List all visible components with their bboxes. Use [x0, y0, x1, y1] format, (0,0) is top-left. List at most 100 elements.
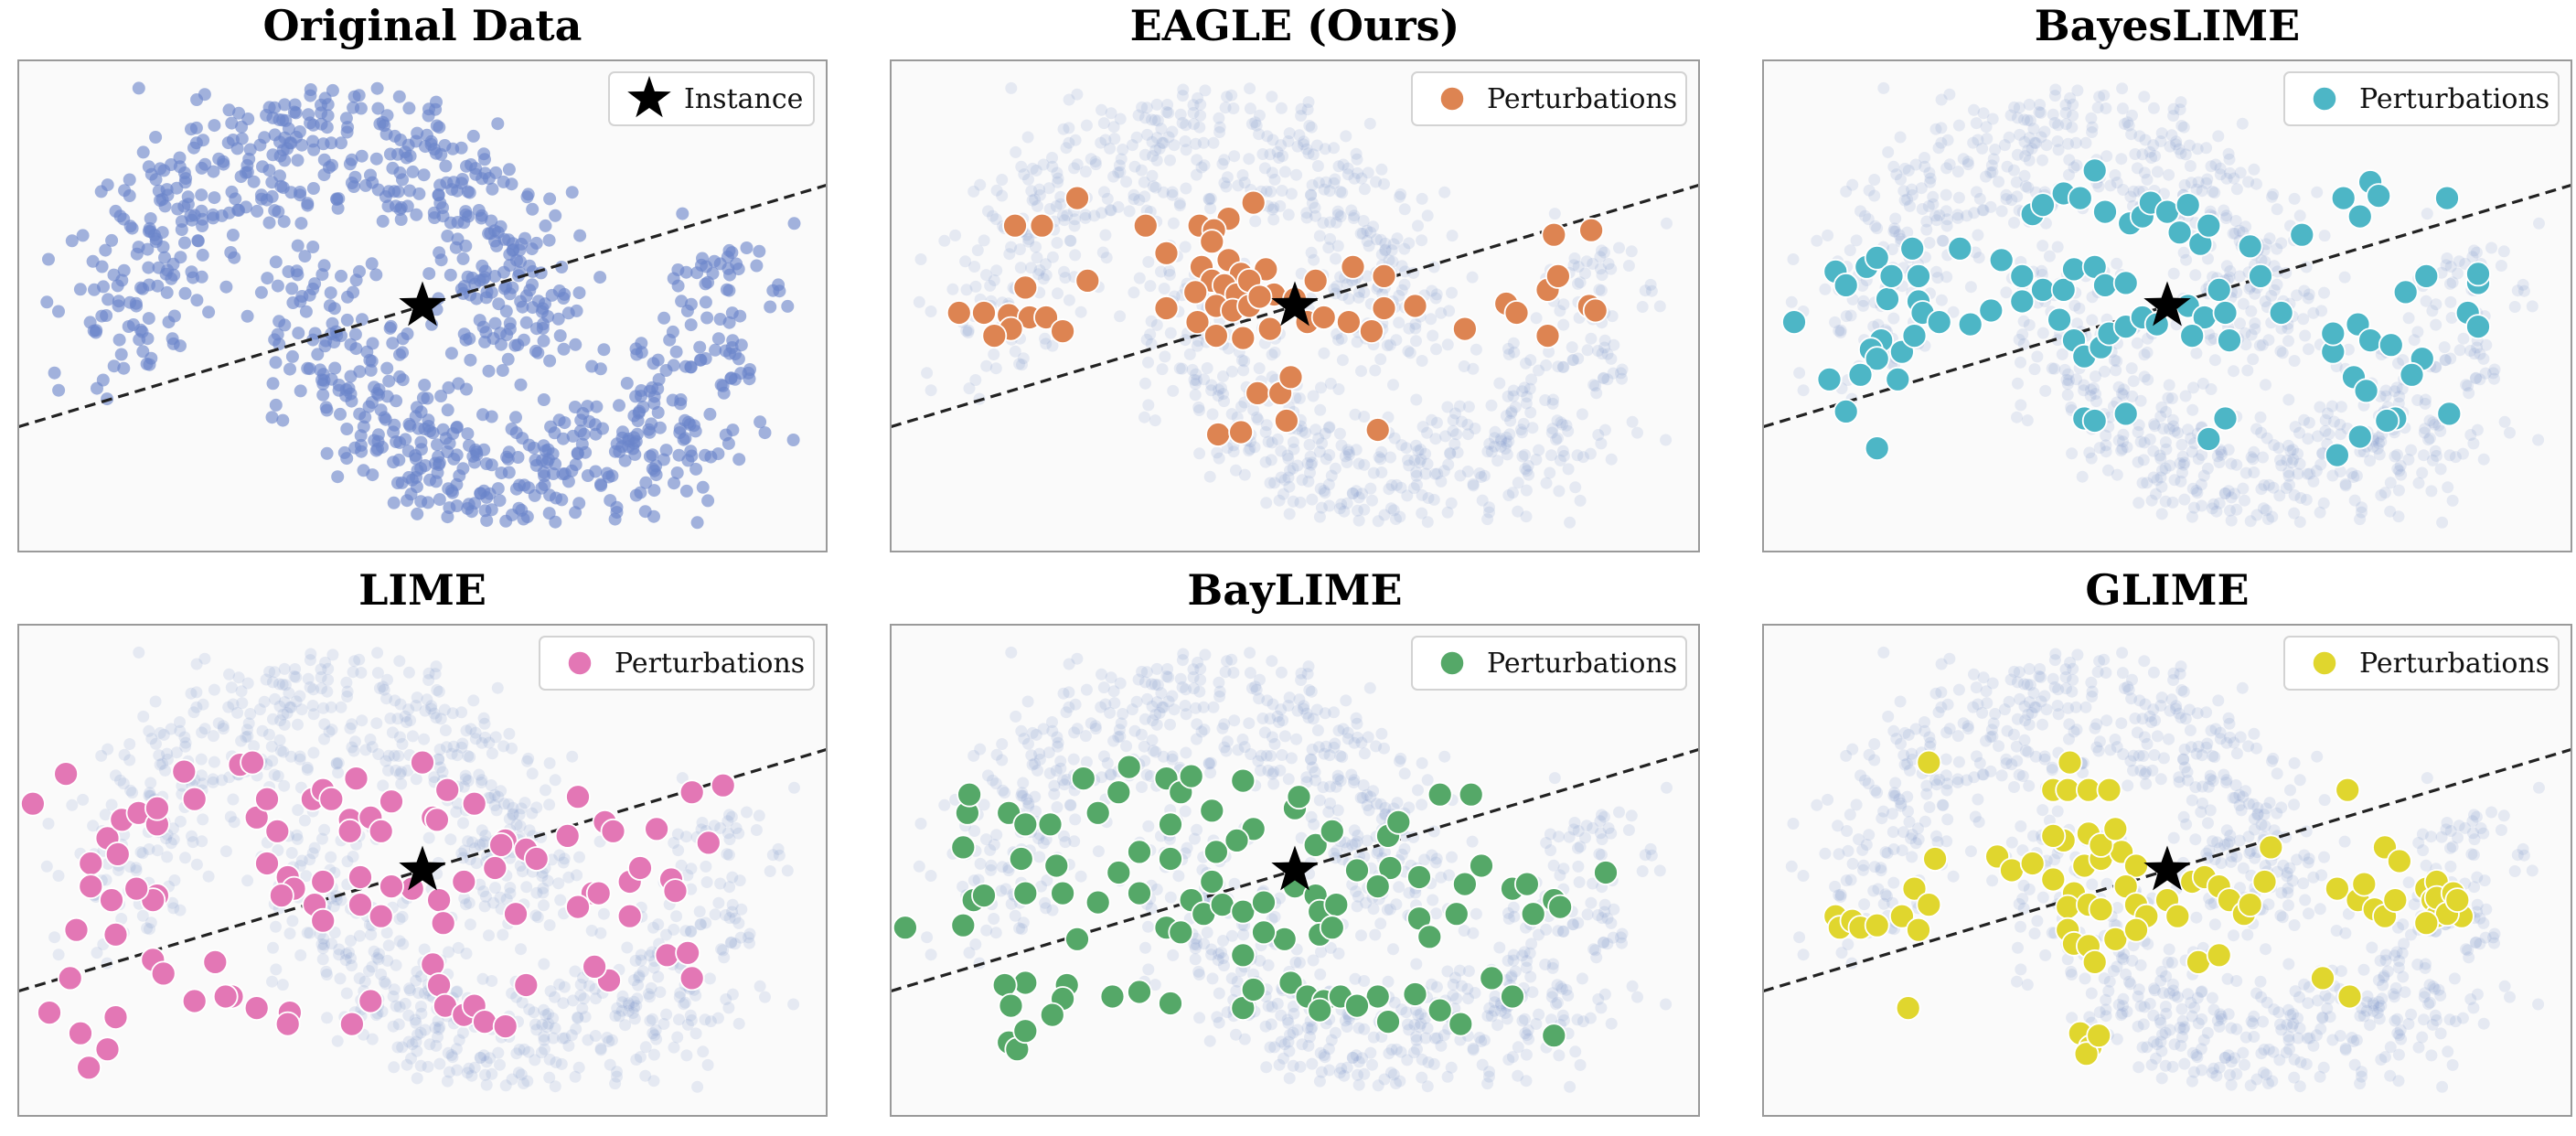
- data-point: [331, 201, 345, 215]
- data-point: [380, 692, 393, 705]
- data-point: [1347, 212, 1360, 224]
- data-point: [2318, 230, 2331, 242]
- data-point: [1349, 838, 1362, 851]
- data-point: [2396, 382, 2409, 395]
- data-point: [423, 1038, 436, 1051]
- data-point: [1225, 408, 1238, 421]
- data-point: [228, 816, 240, 829]
- data-point: [2023, 318, 2036, 331]
- data-point: [52, 948, 65, 961]
- data-point: [2441, 252, 2453, 264]
- data-point: [1319, 427, 1331, 440]
- data-point: [1016, 359, 1028, 371]
- data-point: [195, 204, 208, 218]
- data-point: [1271, 145, 1284, 158]
- data-point: [355, 667, 368, 679]
- data-point: [433, 493, 446, 507]
- data-point: [1593, 284, 1606, 296]
- data-point: [343, 946, 355, 959]
- data-point: [320, 446, 334, 460]
- data-point: [2323, 428, 2336, 441]
- data-point: [2303, 288, 2315, 301]
- data-point: [410, 480, 423, 494]
- data-point: [291, 829, 304, 841]
- data-point: [2109, 169, 2122, 181]
- data-point: [334, 407, 347, 421]
- data-point: [574, 989, 587, 1002]
- data-point: [627, 409, 641, 423]
- data-point: [2104, 179, 2117, 192]
- data-point: [1153, 707, 1166, 719]
- data-point: [475, 1052, 486, 1064]
- data-point: [95, 749, 108, 762]
- data-point: [495, 785, 508, 798]
- data-point: [1183, 348, 1196, 360]
- data-point: [1421, 426, 1433, 439]
- data-point: [105, 798, 118, 811]
- perturbation-point: [1452, 316, 1478, 342]
- data-point: [609, 1077, 622, 1090]
- perturbation-point: [1132, 212, 1159, 239]
- data-point: [2214, 168, 2227, 181]
- data-point: [2218, 204, 2230, 217]
- data-point: [1941, 134, 1954, 146]
- data-point: [1366, 494, 1378, 507]
- data-point: [236, 697, 249, 710]
- data-point: [2224, 265, 2237, 277]
- data-point: [1539, 959, 1552, 970]
- legend-label: Perturbations: [2359, 83, 2549, 115]
- data-point: [2299, 329, 2312, 342]
- data-point: [1512, 505, 1524, 518]
- data-point: [207, 211, 219, 225]
- data-point: [1952, 191, 1965, 204]
- data-point: [1168, 139, 1181, 152]
- data-point: [2136, 148, 2149, 161]
- data-point: [2012, 377, 2024, 390]
- data-point: [1523, 468, 1535, 481]
- data-point: [657, 1018, 670, 1030]
- data-point: [224, 810, 237, 823]
- data-point: [2241, 364, 2254, 377]
- data-point: [414, 1026, 427, 1039]
- data-point: [1319, 143, 1331, 155]
- data-point: [1370, 798, 1383, 810]
- data-point: [1207, 701, 1220, 713]
- data-point: [2163, 423, 2175, 435]
- data-point: [208, 683, 220, 696]
- data-point: [484, 791, 497, 804]
- data-point: [1334, 775, 1347, 788]
- data-point: [340, 948, 353, 960]
- data-point: [265, 176, 279, 189]
- data-point: [465, 1069, 478, 1082]
- data-point: [1564, 1080, 1577, 1093]
- data-point: [1358, 1067, 1371, 1080]
- data-point: [1150, 132, 1163, 145]
- data-point: [219, 845, 232, 858]
- data-point: [2426, 454, 2439, 466]
- data-point: [1244, 667, 1256, 680]
- data-point: [1557, 863, 1570, 875]
- data-point: [2033, 106, 2046, 118]
- data-point: [1441, 401, 1454, 413]
- data-point: [2229, 215, 2242, 227]
- perturbation-point: [1545, 263, 1571, 289]
- data-point: [1616, 927, 1629, 940]
- data-point: [122, 320, 135, 333]
- data-point: [1032, 268, 1045, 281]
- perturbation-point: [1906, 263, 1931, 289]
- data-point: [1598, 898, 1611, 911]
- data-point: [1302, 660, 1315, 673]
- data-point: [673, 991, 686, 1003]
- data-point: [1502, 435, 1515, 448]
- data-point: [2078, 384, 2090, 397]
- data-point: [1429, 856, 1442, 869]
- data-point: [2060, 373, 2073, 386]
- data-point: [1554, 454, 1566, 466]
- data-point: [2162, 391, 2175, 404]
- data-point: [2175, 438, 2188, 451]
- data-point: [2085, 452, 2098, 465]
- data-point: [1095, 701, 1107, 713]
- data-point: [2445, 312, 2458, 324]
- data-point: [2155, 480, 2168, 493]
- data-point: [2405, 444, 2418, 456]
